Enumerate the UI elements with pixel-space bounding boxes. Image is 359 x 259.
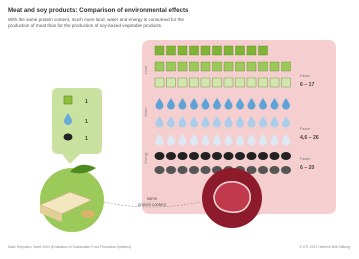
factor-label: Factor [300,127,311,131]
land-icon [236,62,245,71]
land-icon [224,46,233,55]
land-icon [178,46,187,55]
land-icon [155,78,164,87]
energy-icon [201,152,211,160]
row-label: Land [144,66,148,74]
land-icon [167,78,176,87]
land-icon [259,78,268,87]
energy-icon [166,166,176,174]
land-icon [178,78,187,87]
factor-value: 6 – 20 [300,165,315,171]
energy-icon [201,166,211,174]
energy-icon [189,166,199,174]
land-icon [201,62,210,71]
factor-value: 6 – 17 [300,82,315,88]
energy-icon [235,152,245,160]
energy-icon [281,166,291,174]
land-icon [236,78,245,87]
land-icon [236,46,245,55]
land-icon [259,62,268,71]
land-icon [224,62,233,71]
soy-factor: 1 [85,99,88,105]
factor-label: Factor [300,74,311,78]
factor-label: Factor [300,157,311,161]
footer-source: Data: Reijnders, Soret 2003 (Evaluation … [8,245,131,249]
footer-credit: © UTL 2012 Heinrich Böll-Stiftung [299,245,350,249]
energy-icon [247,152,257,160]
energy-icon [155,152,165,160]
subtitle: production of meat than for the producti… [8,23,162,28]
land-icon [213,46,222,55]
energy-icon [212,152,222,160]
energy-icon [224,152,234,160]
land-icon [282,62,291,71]
land-icon [282,78,291,87]
row-label: Water [144,107,148,117]
energy-icon [178,152,188,160]
land-icon [155,46,164,55]
land-icon [155,62,164,71]
energy-icon [270,152,280,160]
land-icon [167,46,176,55]
soy-factor: 1 [85,136,88,142]
land-icon [190,62,199,71]
row-label: Energy [144,152,148,163]
land-icon [64,96,72,104]
soy-factor: 1 [85,119,88,125]
land-icon [270,78,279,87]
factor-value: 4,6 – 26 [300,135,319,141]
caption: protein content [138,202,167,207]
land-icon [190,46,199,55]
steak [214,182,250,212]
land-icon [190,78,199,87]
land-icon [213,62,222,71]
land-icon [247,62,256,71]
soy-panel [52,88,102,164]
land-icon [224,78,233,87]
land-icon [247,78,256,87]
land-icon [213,78,222,87]
energy-icon [178,166,188,174]
energy-icon [155,166,165,174]
energy-icon [166,152,176,160]
subtitle: With the same protein content, much more… [8,17,184,22]
title: Meat and soy products: Comparison of env… [8,7,189,14]
energy-icon [189,152,199,160]
caption: same [147,196,158,201]
land-icon [201,78,210,87]
infographic: Meat and soy products: Comparison of env… [0,0,359,259]
energy-icon [64,134,73,141]
land-icon [201,46,210,55]
land-icon [167,62,176,71]
energy-icon [281,152,291,160]
land-icon [270,62,279,71]
land-icon [259,46,268,55]
energy-icon [270,166,280,174]
soybeans [81,210,95,218]
land-icon [247,46,256,55]
energy-icon [258,152,268,160]
land-icon [178,62,187,71]
energy-icon [258,166,268,174]
